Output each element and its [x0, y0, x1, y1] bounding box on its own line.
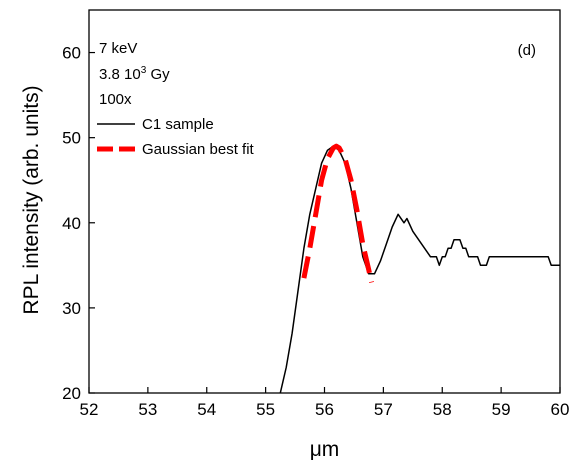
tick-layer: 52 53 54 55 56 57 58 59 60 20 30 40 50 60 — [62, 44, 569, 419]
y-tick-label: 50 — [62, 129, 81, 148]
x-tick-label: 60 — [551, 400, 570, 419]
y-tick-label: 60 — [62, 44, 81, 63]
x-tick-label: 58 — [433, 400, 452, 419]
panel-label: (d) — [518, 42, 536, 59]
legend-label-c1-sample: C1 sample — [142, 116, 214, 133]
y-tick-label: 20 — [62, 384, 81, 403]
dose-base: 3.8 10 — [99, 66, 141, 83]
y-tick-label: 30 — [62, 299, 81, 318]
legend: C1 sample Gaussian best fit — [97, 116, 255, 158]
x-tick-label: 59 — [492, 400, 511, 419]
x-tick-label: 52 — [80, 400, 99, 419]
energy-annotation: 7 keV — [99, 40, 137, 57]
series-layer — [279, 143, 560, 393]
dose-exponent: 3 — [141, 65, 147, 76]
x-tick-label: 53 — [138, 400, 157, 419]
y-tick-label: 40 — [62, 214, 81, 233]
dose-unit: Gy — [150, 66, 170, 83]
x-tick-label: 56 — [315, 400, 334, 419]
x-tick-label: 57 — [374, 400, 393, 419]
magnification-annotation: 100x — [99, 91, 132, 108]
x-tick-label: 55 — [256, 400, 275, 419]
x-tick-label: 54 — [197, 400, 216, 419]
y-axis-title: RPL intensity (arb. units) — [20, 85, 43, 314]
series-line-gaussian-fit — [301, 143, 375, 283]
dose-annotation: 3.8 103 Gy — [99, 65, 170, 83]
legend-label-gaussian-fit: Gaussian best fit — [142, 141, 255, 158]
x-axis-title: μm — [310, 438, 340, 461]
